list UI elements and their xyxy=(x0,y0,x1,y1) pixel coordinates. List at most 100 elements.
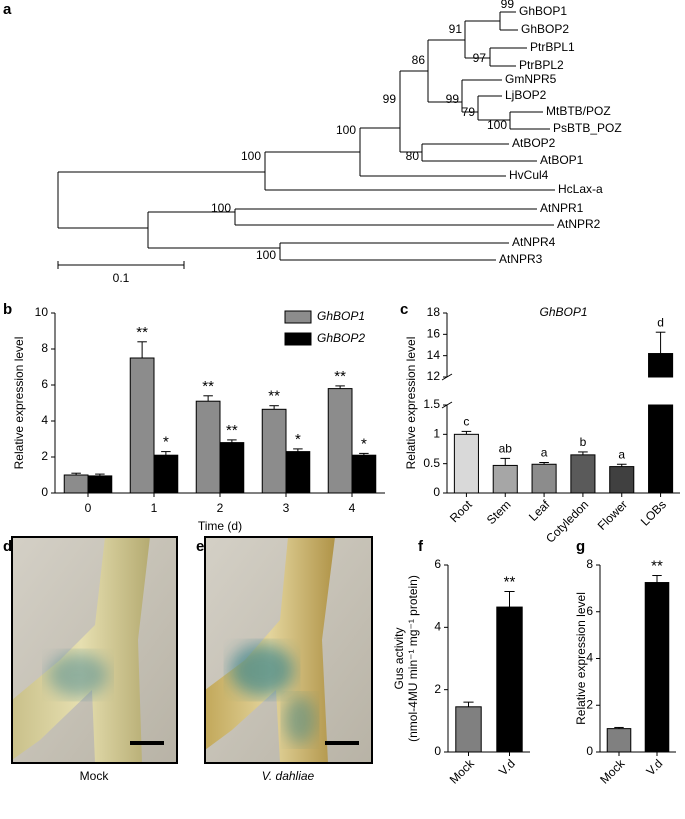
x-tick-label: Mock xyxy=(597,756,628,787)
significance-label: ** xyxy=(226,422,238,439)
x-tick-label: Mock xyxy=(447,756,478,787)
bootstrap-label: 100 xyxy=(241,149,261,163)
y-tick-label: 16 xyxy=(427,327,441,341)
legend-label: GhBOP2 xyxy=(317,331,365,345)
significance-label: c xyxy=(463,415,469,429)
tree-branches xyxy=(57,11,555,269)
bar xyxy=(219,442,245,494)
y-tick-label: 2 xyxy=(41,449,48,463)
x-tick-label: Root xyxy=(447,497,475,525)
bootstrap-label: 100 xyxy=(487,118,507,132)
leaf-label: AtBOP1 xyxy=(540,153,584,167)
leaf-label: AtBOP2 xyxy=(512,136,556,150)
significance-label: * xyxy=(295,431,301,448)
leaf-label: HvCul4 xyxy=(509,168,549,182)
y-tick-label: 6 xyxy=(586,604,593,618)
x-tick-label: V.d xyxy=(496,756,518,778)
panel-label: d xyxy=(3,538,12,555)
y-tick-label: 14 xyxy=(427,348,441,362)
significance-label: ** xyxy=(334,368,346,385)
gus-stain xyxy=(230,644,294,696)
x-tick-label: Stem xyxy=(484,497,514,527)
y-tick-label: 4 xyxy=(586,651,593,665)
bootstrap-label: 100 xyxy=(256,248,276,262)
significance-label: ** xyxy=(504,573,516,590)
bar xyxy=(351,454,377,494)
bootstrap-label: 100 xyxy=(211,201,231,215)
y-axis-label: Gus activity xyxy=(392,627,406,689)
scale-bar xyxy=(130,741,164,745)
phylogenetic-tree: a GhBOP1 GhBOP2 PtrBPL1 PtrBPL2 GmNPR5 L… xyxy=(3,0,622,285)
x-tick-label: Leaf xyxy=(526,497,553,524)
bootstrap-label: 100 xyxy=(336,123,356,137)
bar xyxy=(609,466,635,494)
axis-break xyxy=(441,401,453,409)
leaf-label: MtBTB/POZ xyxy=(546,104,611,118)
x-tick-label: 0 xyxy=(85,501,92,515)
legend-label: GhBOP1 xyxy=(317,309,365,323)
caption: Mock xyxy=(80,769,110,783)
bootstrap-label: 99 xyxy=(446,92,460,106)
bootstrap-label: 80 xyxy=(406,149,420,163)
legend-swatch xyxy=(284,332,312,346)
x-tick-label: 2 xyxy=(217,501,224,515)
significance-label: ** xyxy=(202,378,214,395)
x-tick-label: V.d xyxy=(643,756,665,778)
y-tick-label: 4 xyxy=(41,413,48,427)
y-axis-label: Relative expression level xyxy=(574,592,588,725)
significance-label: a xyxy=(541,446,548,460)
bootstrap-label: 91 xyxy=(449,22,463,36)
bar xyxy=(327,388,353,494)
leaf-label: AtNPR1 xyxy=(540,201,584,215)
significance-label: * xyxy=(163,434,169,451)
bar xyxy=(455,706,482,753)
bar xyxy=(648,353,674,378)
y-tick-label: 12 xyxy=(427,369,441,383)
photo-frame xyxy=(11,536,178,764)
significance-label: ** xyxy=(136,324,148,341)
scale-label: 0.1 xyxy=(113,271,130,285)
bar xyxy=(531,463,557,494)
x-tick-label: 3 xyxy=(283,501,290,515)
leaf-label: PtrBPL2 xyxy=(519,58,564,72)
y-tick-label: 0 xyxy=(41,485,48,499)
leaf-label: PtrBPL1 xyxy=(530,40,575,54)
x-axis-label: Time (d) xyxy=(198,519,242,533)
y-tick-label: 0 xyxy=(586,744,593,758)
y-tick-label: 4 xyxy=(434,620,441,634)
scale-bar xyxy=(325,741,359,745)
y-tick-label: 8 xyxy=(41,341,48,355)
panel-label: g xyxy=(576,538,585,555)
gus-stain xyxy=(284,696,316,744)
bar xyxy=(496,606,523,753)
significance-label: ab xyxy=(499,442,513,456)
leaf-label: AtNPR3 xyxy=(499,252,543,266)
significance-label: d xyxy=(657,315,664,329)
leaf-label: GhBOP2 xyxy=(521,22,569,36)
leaf-label: GmNPR5 xyxy=(505,72,557,86)
bar xyxy=(261,408,287,494)
leaf-label: HcLax-a xyxy=(558,182,603,196)
bar xyxy=(129,357,155,494)
y-tick-label: 6 xyxy=(41,377,48,391)
significance-label: ** xyxy=(268,388,280,405)
bar xyxy=(285,451,311,494)
x-tick-label: 4 xyxy=(349,501,356,515)
bootstrap-label: 97 xyxy=(473,51,487,65)
panel-label: c xyxy=(400,301,408,318)
panel-label: a xyxy=(3,1,12,18)
stem xyxy=(12,537,150,763)
significance-label: ** xyxy=(651,557,663,574)
photo-frame xyxy=(204,536,373,764)
bar xyxy=(492,464,518,494)
x-tick-label: 1 xyxy=(151,501,158,515)
y-tick-label: 1 xyxy=(433,427,440,441)
bootstrap-label: 79 xyxy=(462,105,476,119)
y-tick-label: 0 xyxy=(434,744,441,758)
y-tick-label: 2 xyxy=(434,682,441,696)
caption: V. dahliae xyxy=(262,769,315,783)
y-axis-label: Relative expression level xyxy=(12,337,26,470)
y-tick-label: 1.5 xyxy=(423,397,440,411)
